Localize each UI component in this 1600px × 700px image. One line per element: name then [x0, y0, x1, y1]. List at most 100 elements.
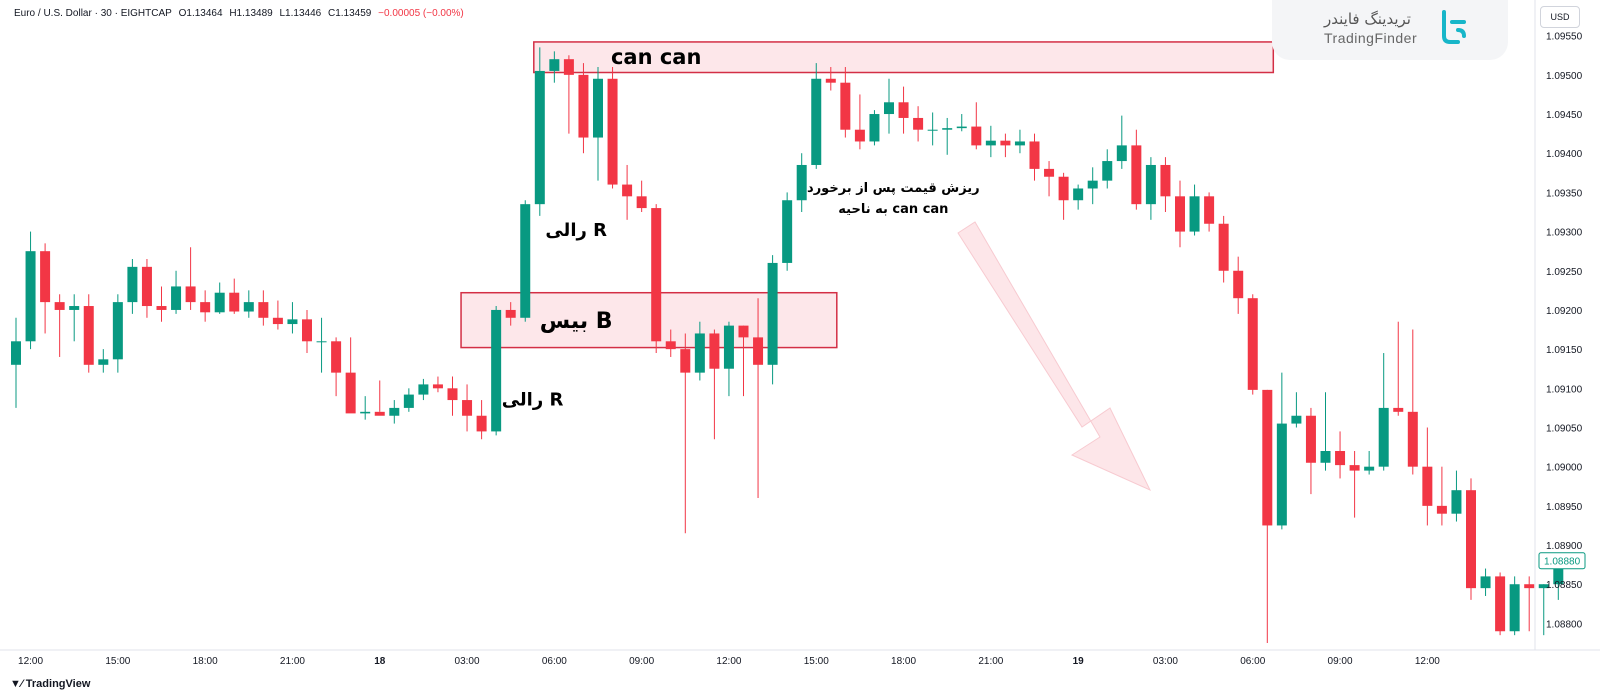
candle-body [1320, 451, 1331, 463]
candle-body [971, 126, 982, 146]
price-tick-label: 1.09500 [1546, 71, 1583, 82]
candle-body [854, 129, 865, 142]
candle-body [1145, 164, 1156, 205]
time-tick-label: 06:00 [542, 656, 567, 667]
close-value: C1.13459 [327, 8, 372, 19]
candles-layer [11, 47, 1564, 643]
candle-body [1349, 465, 1360, 471]
time-axis[interactable]: 12:00 15:00 18:00 21:00 18 03:00 06:00 09:00 12:… [18, 656, 1440, 667]
candle-body [1335, 451, 1346, 466]
candle-body [345, 372, 356, 414]
candle-body [1480, 576, 1491, 589]
candle-body [1553, 564, 1564, 585]
candle-body [665, 341, 676, 350]
current-price-label: 1.08880 [1544, 557, 1581, 568]
can-can-label: can can [611, 45, 701, 69]
candle-body [214, 292, 225, 313]
price-tick-label: 1.08900 [1546, 541, 1583, 552]
candle-body [1393, 407, 1404, 412]
candle-body [898, 102, 909, 118]
candle-body [491, 309, 502, 432]
price-tick-label: 1.09250 [1546, 267, 1583, 278]
candle-body [316, 341, 327, 343]
rally-label-1: رالی R [502, 390, 564, 411]
time-tick-label: 09:00 [629, 656, 654, 667]
candle-body [1044, 168, 1055, 177]
time-tick-label: 21:00 [280, 656, 305, 667]
candle-body [1422, 466, 1433, 506]
candle-body [505, 309, 516, 318]
candle-body [723, 325, 734, 369]
candle-body [1247, 298, 1258, 390]
candle-body [1364, 466, 1375, 471]
candle-body [622, 184, 633, 197]
candle-body [476, 415, 487, 432]
base-label: بیس B [540, 309, 613, 334]
candle-body [374, 411, 385, 416]
candle-body [985, 140, 996, 146]
candle-body [1102, 161, 1113, 181]
candle-body [840, 82, 851, 130]
candle-body [83, 306, 94, 365]
candle-body [112, 302, 123, 360]
candle-body [1218, 223, 1229, 271]
candle-body [229, 292, 240, 312]
candle-body [869, 114, 880, 142]
candle-body [913, 117, 924, 130]
candle-body [753, 337, 764, 365]
candle-body [607, 78, 618, 185]
low-value: L1.13446 [279, 8, 322, 19]
candle-body [636, 196, 647, 209]
candle-body [432, 384, 443, 389]
candle-body [462, 400, 473, 416]
currency-button[interactable]: USD [1540, 6, 1580, 28]
candle-body [1538, 584, 1549, 589]
high-value: H1.13489 [229, 8, 273, 19]
candle-body [1131, 145, 1142, 205]
candle-body [1160, 164, 1171, 197]
candle-body [141, 266, 152, 307]
price-tick-label: 1.09100 [1546, 384, 1583, 395]
candle-body [927, 129, 938, 131]
candle-body [1058, 176, 1069, 201]
candle-body [418, 384, 429, 395]
candle-body [1204, 196, 1215, 224]
candle-body [1466, 490, 1476, 589]
candle-body [69, 306, 80, 310]
can-can-zone [533, 41, 1275, 74]
candle-body [549, 59, 560, 71]
candle-body [1175, 196, 1185, 232]
candle-body [1029, 141, 1040, 169]
logo-english-text: TradingFinder [1324, 30, 1418, 46]
candle-body [1087, 180, 1098, 189]
symbol-title[interactable]: Euro / U.S. Dollar · 30 · EIGHTCAP [14, 8, 172, 19]
candle-body [680, 349, 691, 373]
candle-body [171, 286, 182, 310]
candle-body [942, 128, 953, 130]
candle-body [578, 74, 589, 138]
price-tick-label: 1.08850 [1546, 580, 1583, 591]
time-tick-label: 15:00 [105, 656, 130, 667]
time-tick-label: 12:00 [716, 656, 741, 667]
time-tick-label: 06:00 [1240, 656, 1265, 667]
time-tick-label: 19 [1073, 656, 1085, 667]
price-tick-label: 1.09450 [1546, 110, 1583, 121]
candle-body [738, 325, 749, 338]
candle-body [563, 59, 574, 75]
drop-arrow [957, 221, 1152, 492]
candle-body [811, 78, 822, 165]
candle-body [884, 102, 894, 115]
time-tick-label: 12:00 [18, 656, 43, 667]
price-tick-label: 1.09350 [1546, 188, 1583, 199]
current-price-box [1538, 552, 1586, 570]
time-tick-label: 12:00 [1415, 656, 1440, 667]
candle-body [54, 302, 65, 310]
candle-body [1291, 415, 1302, 424]
candle-body [709, 333, 720, 369]
price-axis[interactable]: 1.09550 1.09500 1.09450 1.09400 1.09350 1.093… [1538, 32, 1586, 631]
candle-body [1524, 584, 1535, 589]
change-value: −0.00005 (−0.00%) [378, 8, 464, 19]
tradingview-icon: ▼⁄ [10, 678, 26, 690]
candle-body [1073, 188, 1084, 201]
